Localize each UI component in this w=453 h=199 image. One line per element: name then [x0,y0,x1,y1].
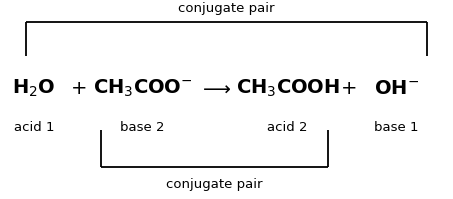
Text: OH$^{-}$: OH$^{-}$ [374,79,419,98]
Text: base 2: base 2 [120,121,165,134]
Text: CH$_3$COOH: CH$_3$COOH [236,78,340,99]
Text: $\longrightarrow$: $\longrightarrow$ [199,79,231,98]
Text: H$_2$O: H$_2$O [12,78,56,99]
Text: conjugate pair: conjugate pair [178,2,275,16]
Text: conjugate pair: conjugate pair [166,178,263,191]
Text: acid 1: acid 1 [14,121,54,134]
Text: base 1: base 1 [374,121,419,134]
Text: acid 2: acid 2 [267,121,308,134]
Text: +: + [71,79,87,98]
Text: CH$_3$COO$^{-}$: CH$_3$COO$^{-}$ [93,78,193,99]
Text: +: + [341,79,357,98]
